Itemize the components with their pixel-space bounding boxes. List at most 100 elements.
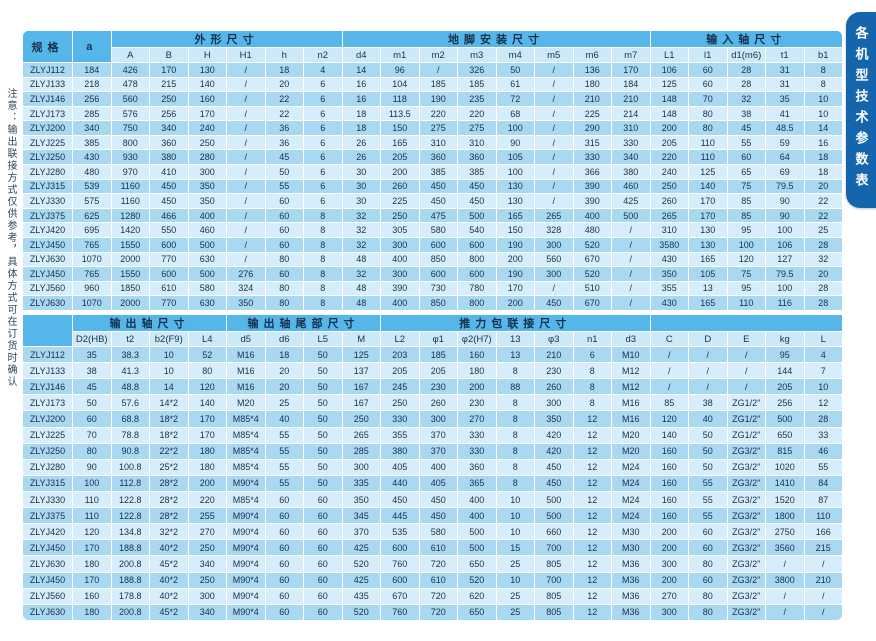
table-row: ZLYJ450 765 1550 600 500 276 60 8 32 300 600 600 190… [22, 266, 843, 282]
cell: 32 [341, 207, 381, 224]
cell: 32 [341, 236, 381, 253]
cell: 10 [495, 571, 535, 589]
cell: 16 [341, 91, 381, 107]
group-header [649, 314, 843, 332]
cell: 136 [572, 62, 612, 78]
table-row: ZLYJ146 256 560 250 160/22 6 16 118 190 235 72/210… [22, 91, 843, 107]
cell: 500 [187, 266, 227, 282]
cell: 60 [264, 236, 304, 253]
cell: 2000 [110, 295, 150, 311]
column-header: b1 [803, 47, 843, 63]
cell: / [226, 222, 266, 238]
cell: 50 [303, 394, 343, 412]
column-header: φ3 [534, 331, 574, 347]
cell: 106 [765, 236, 805, 253]
cell: 360 [457, 149, 497, 166]
cell: 166 [803, 523, 843, 541]
cell: 350 [187, 178, 227, 195]
cell: 355 [649, 280, 689, 297]
cell: 13 [688, 280, 728, 297]
cell: 31 [765, 76, 805, 93]
cell: 28 [803, 280, 843, 297]
cell: 140 [187, 394, 227, 412]
cell: M85*4 [226, 442, 266, 460]
cell: 580 [418, 523, 458, 541]
row-spec: ZLYJ630 [22, 295, 73, 311]
corner-header [22, 314, 73, 347]
cell: / [418, 62, 458, 78]
table-row: ZLYJ225 385 800 360 250/36 6 26 165 310 310 90/315… [22, 134, 843, 151]
cell: 18*2 [149, 410, 189, 428]
cell: 430 [72, 149, 112, 166]
cell: / [534, 280, 574, 297]
table-row: ZLYJ315 539 1160 450 350/55 6 30 260 450 450 130/3… [22, 178, 843, 195]
cell: 390 [380, 280, 420, 297]
table-row: ZLYJ450 170 188.8 40*2 250 M90*4 60 60 425 600 610… [22, 539, 843, 557]
cell: 218 [72, 76, 112, 93]
cell: 12 [572, 603, 612, 621]
table-row: ZLYJ112 35 38.3 10 52 M16 18 50 125 203 185 160 13 21… [22, 345, 843, 364]
cell: 360 [418, 149, 458, 166]
cell: M36 [611, 603, 651, 621]
cell: 32 [803, 251, 843, 268]
row-spec: ZLYJ330 [22, 193, 73, 209]
cell: 230 [457, 394, 497, 412]
row-spec: ZLYJ315 [22, 178, 73, 195]
cell: 930 [110, 149, 150, 166]
cell: M16 [611, 394, 651, 412]
cell: 60 [264, 222, 304, 238]
cell: 110 [688, 134, 728, 151]
cell: 200.8 [110, 555, 150, 573]
column-header: φ2(H7) [457, 331, 497, 347]
cell: 55 [264, 474, 304, 492]
cell: 220 [457, 105, 497, 122]
cell: 425 [341, 539, 381, 557]
cell: 130 [495, 178, 535, 195]
cell: 270 [649, 587, 689, 605]
cell: 60 [688, 76, 728, 93]
column-header: L2 [380, 331, 420, 347]
cell: 300 [534, 236, 574, 253]
cell: / [534, 178, 574, 195]
cell: 576 [110, 105, 150, 122]
cell: 225 [380, 193, 420, 209]
cell: 22 [264, 91, 304, 107]
cell: 38 [726, 105, 766, 122]
cell: 75 [726, 178, 766, 195]
cell: 200 [649, 523, 689, 541]
cell: 695 [72, 222, 112, 238]
table-row: ZLYJ420 695 1420 550 460/60 8 32 305 580 540 150 32… [22, 222, 843, 238]
cell: / [226, 251, 266, 268]
column-header: L4 [187, 331, 227, 347]
cell: 55 [264, 442, 304, 460]
cell: 3560 [765, 539, 805, 557]
cell: 3580 [649, 236, 689, 253]
cell: 26 [341, 149, 381, 166]
cell: 230 [534, 362, 574, 380]
cell: 170 [72, 571, 112, 589]
cell: 16 [341, 76, 381, 93]
cell: 125 [688, 164, 728, 180]
cell: 10 [149, 345, 189, 364]
cell: 800 [457, 251, 497, 268]
cell: 170 [187, 410, 227, 428]
cell: 180 [72, 603, 112, 621]
cell: 10 [803, 378, 843, 396]
cell: 165 [380, 134, 420, 151]
cell: 550 [149, 222, 189, 238]
cell: 405 [418, 474, 458, 492]
cell: 48.5 [765, 120, 805, 136]
cell: 36 [264, 134, 304, 151]
cell: 160 [649, 490, 689, 509]
cell: 55 [803, 458, 843, 476]
cell: 350 [187, 193, 227, 209]
cell: 610 [418, 539, 458, 557]
cell: 8 [303, 207, 343, 224]
cell: 90.8 [110, 442, 150, 460]
cell: 18 [341, 105, 381, 122]
cell: 60 [264, 571, 304, 589]
cell: 60 [264, 555, 304, 573]
cell: 670 [380, 587, 420, 605]
cell: 12 [572, 442, 612, 460]
cell: 720 [418, 603, 458, 621]
